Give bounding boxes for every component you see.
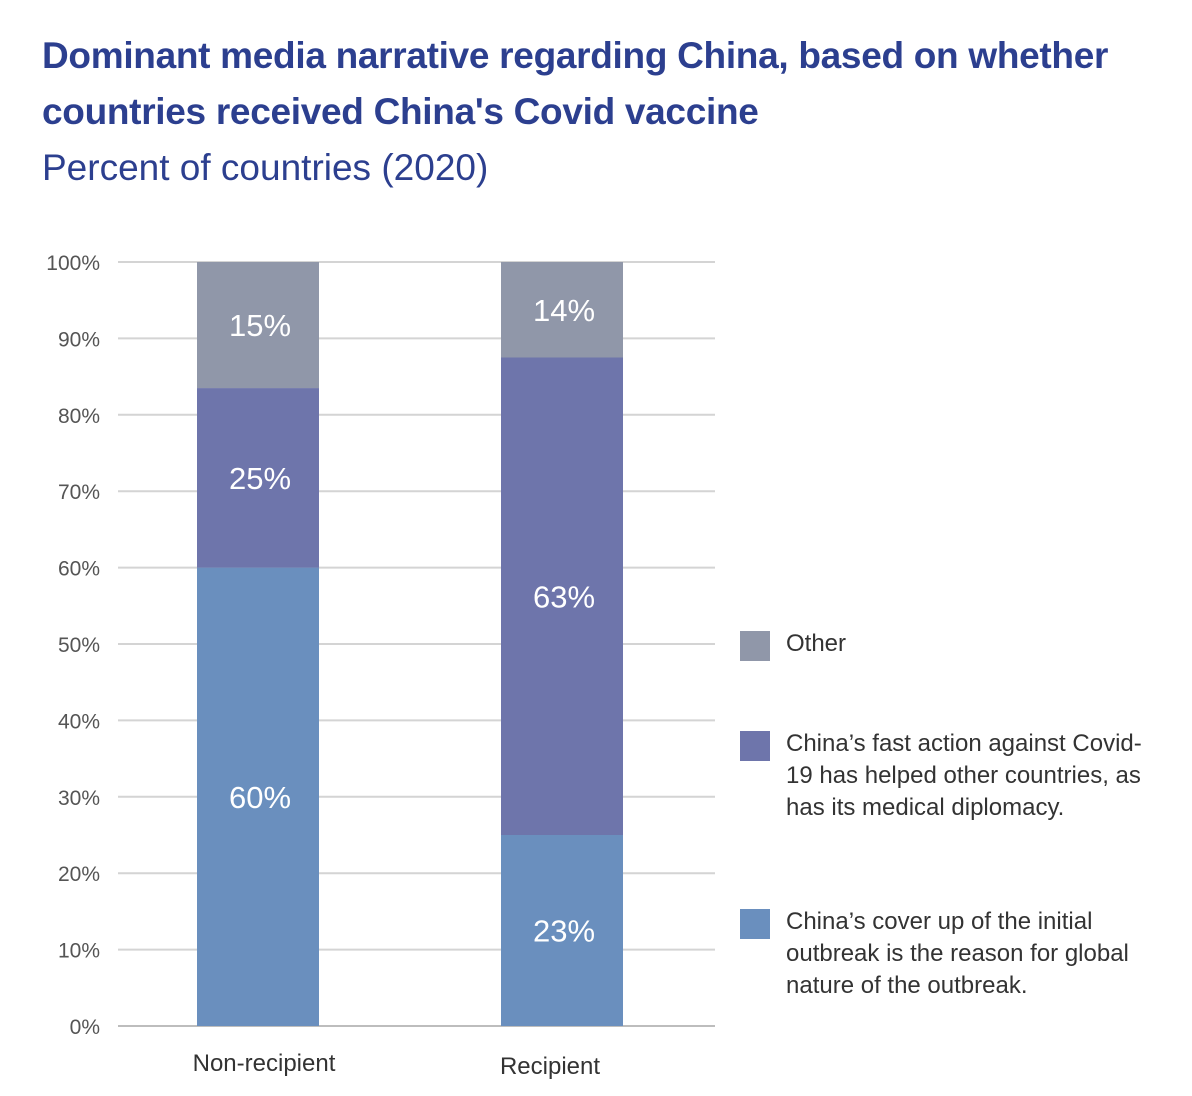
bar-recipient-series-0 (501, 835, 623, 1026)
y-axis-ticks: 0% 10% 20% 30% 40% 50% 60% 70% 80% 90% 100% (46, 252, 100, 1039)
y-tick-label: 40% (58, 710, 100, 733)
bar-recipient-series-2 (501, 262, 623, 358)
y-tick-label: 70% (58, 481, 100, 504)
y-tick-label: 50% (58, 634, 100, 657)
x-axis-ticks: Non-recipient Recipient (193, 1050, 601, 1080)
x-tick-label-non-recipient: Non-recipient (193, 1050, 336, 1077)
bar-non-recipient-series-0 (197, 567, 319, 1026)
y-tick-label: 80% (58, 405, 100, 428)
legend-swatch-cover-up (740, 909, 770, 939)
bar-label-recipient-series-2: 14% (533, 293, 595, 328)
y-tick-label: 20% (58, 863, 100, 886)
bar-label-non-recipient-series-0: 60% (229, 780, 291, 815)
chart-subtitle: Percent of countries (2020) (42, 147, 489, 188)
legend-swatch-fast-action (740, 731, 770, 761)
y-tick-label: 10% (58, 940, 100, 963)
bar-non-recipient-series-2 (197, 262, 319, 389)
bar-recipient-series-1 (501, 357, 623, 835)
bar-non-recipient-series-1 (197, 388, 319, 568)
y-tick-label: 0% (70, 1016, 100, 1039)
bar-label-non-recipient-series-1: 25% (229, 461, 291, 496)
bars (197, 262, 623, 1026)
bar-label-recipient-series-0: 23% (533, 914, 595, 949)
legend-label-other: Other (786, 630, 847, 657)
y-tick-label: 90% (58, 328, 100, 351)
title-block: Dominant media narrative regarding China… (42, 28, 1182, 196)
legend-label-fast-action: China’s fast action against Covid-19 has… (786, 730, 1142, 821)
legend-label-cover-up: China’s cover up of the initial outbreak… (786, 908, 1129, 999)
y-tick-label: 100% (46, 252, 100, 275)
y-tick-label: 60% (58, 558, 100, 581)
x-tick-label-recipient: Recipient (500, 1053, 600, 1080)
chart-title: Dominant media narrative regarding China… (42, 35, 1109, 132)
bar-value-labels: 60% 25% 15% 23% 63% 14% (229, 293, 595, 949)
bar-label-non-recipient-series-2: 15% (229, 308, 291, 343)
bar-label-recipient-series-1: 63% (533, 579, 595, 614)
legend-swatch-other (740, 631, 770, 661)
y-tick-label: 30% (58, 787, 100, 810)
